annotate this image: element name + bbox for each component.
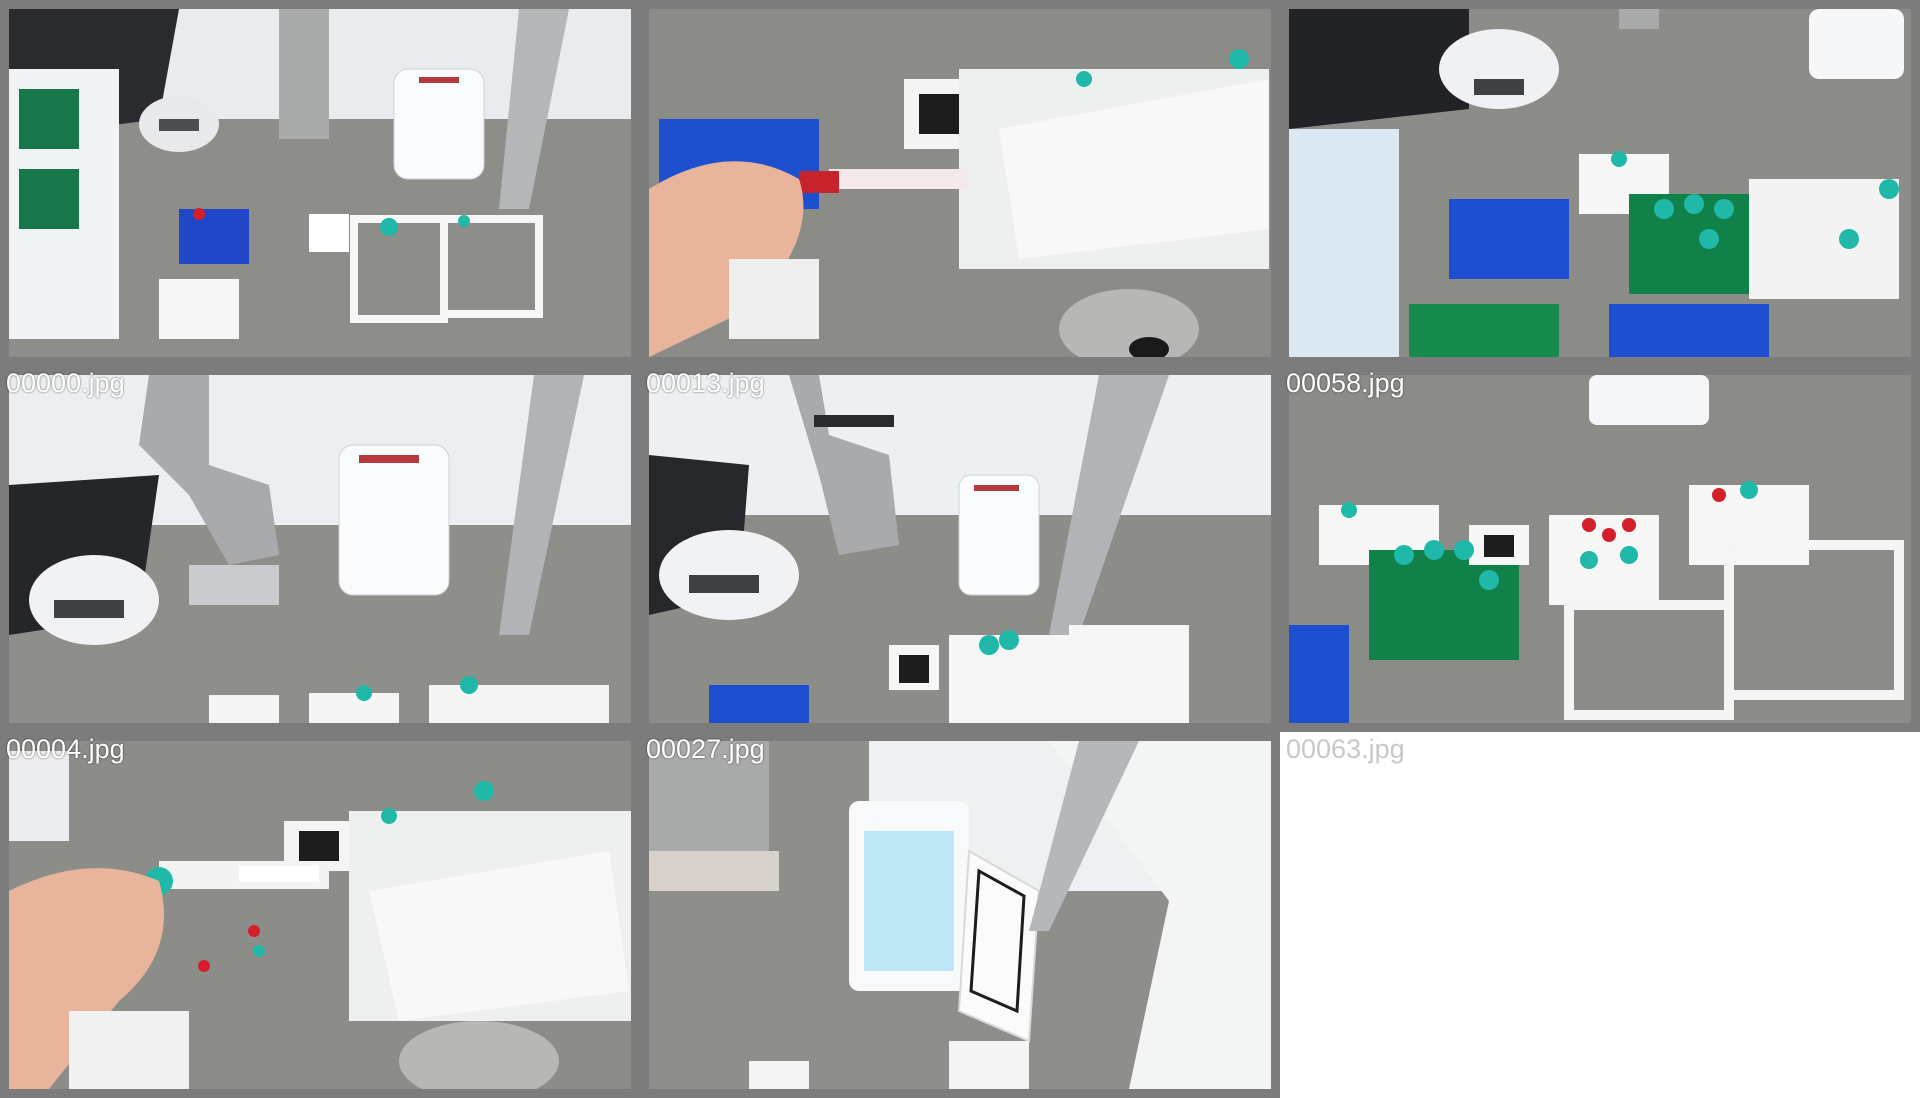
gallery-tile-7[interactable]: 00004.jpg <box>0 732 640 1098</box>
thumbnail-racks-with-tubes <box>1289 375 1911 723</box>
tile-caption: 00013.jpg <box>646 368 765 398</box>
tile-caption: 00004.jpg <box>6 734 125 764</box>
gallery-empty-slot: 00063.jpg <box>1280 732 1920 1098</box>
tile-caption: 00000.jpg <box>6 368 125 398</box>
tile-caption: 00027.jpg <box>646 734 765 764</box>
thumbnail-workspace-overview <box>9 9 631 357</box>
gallery-tile-3[interactable] <box>1280 0 1920 366</box>
tile-frame <box>640 732 1280 1098</box>
gallery-tile-8[interactable]: 00027.jpg <box>640 732 1280 1098</box>
thumbnail-robot-arm-fridge <box>9 375 631 723</box>
tile-caption: 00063.jpg <box>1286 734 1405 764</box>
tile-frame <box>0 732 640 1098</box>
gallery-tile-1[interactable] <box>0 0 640 366</box>
thumbnail-hand-holding-teal-tube <box>9 741 631 1089</box>
tile-frame <box>640 0 1280 366</box>
tile-caption: 00058.jpg <box>1286 368 1405 398</box>
tile-frame <box>1280 0 1920 366</box>
tile-frame <box>640 366 1280 732</box>
thumbnail-robot-arm-fridge-closer <box>649 375 1271 723</box>
tile-frame <box>0 0 640 366</box>
gallery-tile-2[interactable] <box>640 0 1280 366</box>
tile-frame <box>0 366 640 732</box>
thumbnail-blue-and-green-racks <box>1289 9 1911 357</box>
gallery-tile-6[interactable]: 00058.jpg <box>1280 366 1920 732</box>
thumbnail-hand-holding-red-tube <box>649 9 1271 357</box>
thumbnail-open-mini-fridge <box>649 741 1271 1089</box>
gallery-tile-4[interactable]: 00000.jpg <box>0 366 640 732</box>
tile-frame <box>1280 366 1920 732</box>
gallery-tile-5[interactable]: 00013.jpg <box>640 366 1280 732</box>
